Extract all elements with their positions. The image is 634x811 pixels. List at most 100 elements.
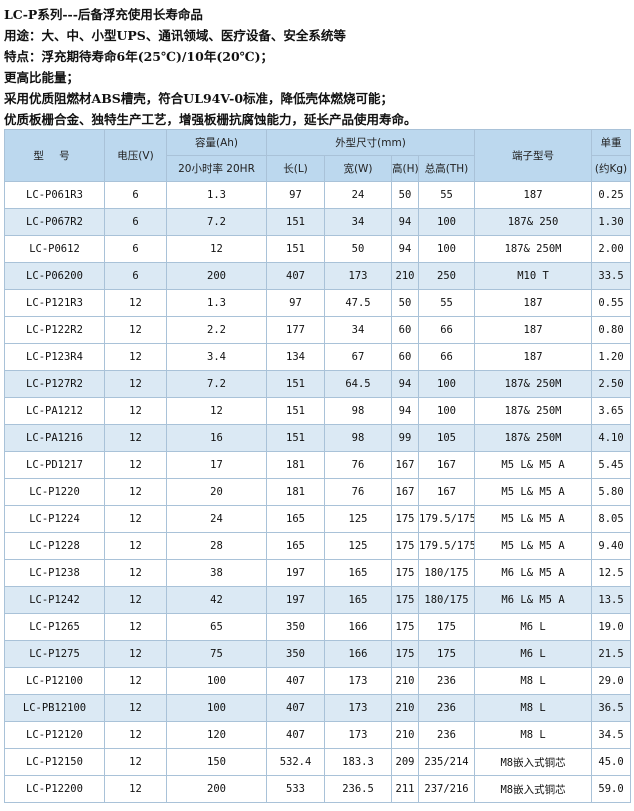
abs-case-line: 采用优质阻燃材ABS槽壳，符合UL94V-0标准，降低壳体燃烧可能； xyxy=(4,91,394,106)
table-row: LC-P1238 12 38 197 165 175 180/175 M6 L& M5 A 12… xyxy=(4,559,632,587)
cell-voltage: 6 xyxy=(104,181,167,209)
cell-voltage: 12 xyxy=(104,505,167,533)
cell-terminal: M8 L xyxy=(474,721,593,749)
cell-weight: 2.50 xyxy=(591,370,632,398)
cell-height: 50 xyxy=(391,289,419,317)
cell-length: 407 xyxy=(266,667,325,695)
cell-total-height: 236 xyxy=(417,667,476,695)
cell-model: LC-PD1217 xyxy=(4,451,105,479)
cell-model: LC-P123R4 xyxy=(4,343,105,371)
cell-total-height: 66 xyxy=(417,343,476,371)
cell-width: 98 xyxy=(324,424,392,452)
cell-capacity: 150 xyxy=(166,748,267,776)
cell-width: 98 xyxy=(324,397,392,425)
header-model: 型 号 xyxy=(4,129,105,182)
cell-height: 60 xyxy=(391,316,419,344)
cell-capacity: 75 xyxy=(166,640,267,668)
cell-weight: 34.5 xyxy=(591,721,632,749)
cell-model: LC-P061R3 xyxy=(4,181,105,209)
table-row: LC-PA1216 12 16 151 98 99 105 187& 250M 4.10 xyxy=(4,424,632,452)
cell-voltage: 12 xyxy=(104,748,167,776)
cell-weight: 21.5 xyxy=(591,640,632,668)
table-row: LC-P127R2 12 7.2 151 64.5 94 100 187& 250M 2.50 xyxy=(4,370,632,398)
cell-height: 175 xyxy=(391,505,419,533)
cell-voltage: 12 xyxy=(104,370,167,398)
cell-length: 165 xyxy=(266,505,325,533)
cell-height: 94 xyxy=(391,235,419,263)
cell-total-height: 235/214 xyxy=(417,748,476,776)
cell-height: 175 xyxy=(391,586,419,614)
cell-height: 175 xyxy=(391,559,419,587)
cell-length: 532.4 xyxy=(266,748,325,776)
cell-terminal: M5 L& M5 A xyxy=(474,532,593,560)
cell-total-height: 236 xyxy=(417,694,476,722)
table-row: LC-P12100 12 100 407 173 210 236 M8 L 29.0 xyxy=(4,667,632,695)
cell-model: LC-P12100 xyxy=(4,667,105,695)
cell-total-height: 250 xyxy=(417,262,476,290)
table-row: LC-PD1217 12 17 181 76 167 167 M5 L& M5 A 5.45 xyxy=(4,451,632,479)
cell-model: LC-P122R2 xyxy=(4,316,105,344)
cell-length: 165 xyxy=(266,532,325,560)
cell-capacity: 17 xyxy=(166,451,267,479)
cell-model: LC-P12200 xyxy=(4,775,105,803)
cell-width: 125 xyxy=(324,532,392,560)
table-row: LC-P121R3 12 1.3 97 47.5 50 55 187 0.55 xyxy=(4,289,632,317)
cell-length: 197 xyxy=(266,559,325,587)
cell-weight: 8.05 xyxy=(591,505,632,533)
header-voltage: 电压(V) xyxy=(104,129,167,182)
table-row: LC-P0612 6 12 151 50 94 100 187& 250M 2.00 xyxy=(4,235,632,263)
cell-height: 167 xyxy=(391,478,419,506)
table-row: LC-P12150 12 150 532.4 183.3 209 235/214 M8嵌入式铜… xyxy=(4,748,632,776)
cell-weight: 19.0 xyxy=(591,613,632,641)
cell-terminal: 187& 250M xyxy=(474,424,593,452)
cell-voltage: 12 xyxy=(104,424,167,452)
cell-length: 350 xyxy=(266,613,325,641)
cell-width: 173 xyxy=(324,694,392,722)
cell-height: 175 xyxy=(391,640,419,668)
header-terminal: 端子型号 xyxy=(474,129,593,182)
cell-height: 211 xyxy=(391,775,419,803)
cell-height: 210 xyxy=(391,667,419,695)
cell-voltage: 12 xyxy=(104,532,167,560)
cell-height: 60 xyxy=(391,343,419,371)
cell-capacity: 16 xyxy=(166,424,267,452)
cell-model: LC-P127R2 xyxy=(4,370,105,398)
cell-voltage: 6 xyxy=(104,208,167,236)
cell-height: 210 xyxy=(391,721,419,749)
cell-capacity: 7.2 xyxy=(166,208,267,236)
cell-terminal: 187& 250 xyxy=(474,208,593,236)
cell-model: LC-P0612 xyxy=(4,235,105,263)
cell-weight: 36.5 xyxy=(591,694,632,722)
table-row: LC-P06200 6 200 407 173 210 250 M10 T 33.5 xyxy=(4,262,632,290)
cell-weight: 1.30 xyxy=(591,208,632,236)
table-body: LC-P061R3 6 1.3 97 24 50 55 187 0.25 LC-P067R2 6 7.… xyxy=(4,181,632,803)
cell-capacity: 1.3 xyxy=(166,289,267,317)
cell-width: 47.5 xyxy=(324,289,392,317)
cell-voltage: 12 xyxy=(104,694,167,722)
cell-length: 407 xyxy=(266,694,325,722)
header-capacity: 容量(Ah) xyxy=(166,129,267,156)
cell-weight: 2.00 xyxy=(591,235,632,263)
table-row: LC-P1275 12 75 350 166 175 175 M6 L 21.5 xyxy=(4,640,632,668)
cell-capacity: 20 xyxy=(166,478,267,506)
cell-total-height: 237/216 xyxy=(417,775,476,803)
energy-line: 更高比能量； xyxy=(4,70,80,85)
cell-terminal: M5 L& M5 A xyxy=(474,505,593,533)
cell-capacity: 100 xyxy=(166,667,267,695)
header-weight: 单重 xyxy=(591,129,632,156)
table-row: LC-P12120 12 120 407 173 210 236 M8 L 34.5 xyxy=(4,721,632,749)
cell-length: 151 xyxy=(266,208,325,236)
cell-terminal: M6 L& M5 A xyxy=(474,586,593,614)
cell-length: 181 xyxy=(266,478,325,506)
cell-model: LC-P1224 xyxy=(4,505,105,533)
table-row: LC-PA1212 12 12 151 98 94 100 187& 250M 3.65 xyxy=(4,397,632,425)
table-row: LC-P1242 12 42 197 165 175 180/175 M6 L& M5 A 13… xyxy=(4,586,632,614)
cell-weight: 0.80 xyxy=(591,316,632,344)
cell-capacity: 28 xyxy=(166,532,267,560)
header-dimensions: 外型尺寸(mm) xyxy=(265,129,476,156)
cell-height: 175 xyxy=(391,613,419,641)
cell-width: 64.5 xyxy=(324,370,392,398)
cell-model: LC-P067R2 xyxy=(4,208,105,236)
cell-width: 67 xyxy=(324,343,392,371)
cell-width: 165 xyxy=(324,559,392,587)
